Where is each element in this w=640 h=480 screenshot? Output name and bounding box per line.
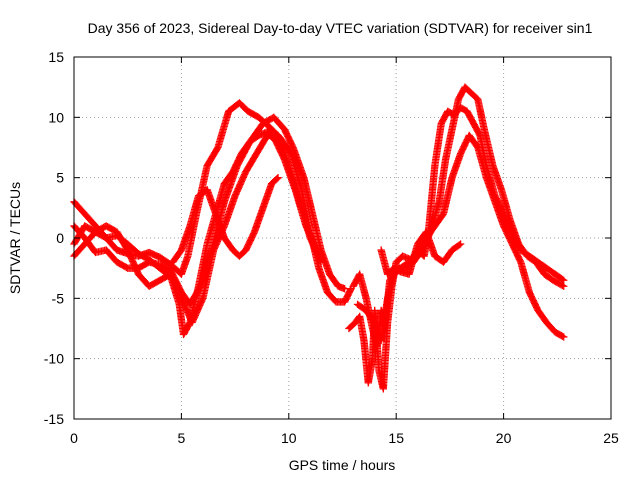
data-point <box>313 246 321 254</box>
x-tick-label: 20 <box>496 430 512 446</box>
data-point <box>558 275 567 284</box>
data-point <box>122 263 131 272</box>
data-point <box>340 285 349 293</box>
x-axis-label: GPS time / hours <box>289 457 396 473</box>
y-axis-label: SDTVAR / TECUs <box>7 182 23 294</box>
y-tick-label: 10 <box>48 109 64 125</box>
tick-labels: 0 5 10 15 20 25 -15 -10 -5 0 5 10 15 <box>44 49 619 446</box>
series-track-4 <box>70 128 321 339</box>
y-tick-label: -10 <box>44 351 64 367</box>
x-tick-label: 15 <box>388 430 404 446</box>
y-tick-label: -5 <box>52 290 65 306</box>
data-point <box>558 332 567 340</box>
data-point <box>560 276 568 284</box>
data-point <box>560 333 568 341</box>
series-track-9 <box>377 228 465 278</box>
data-point <box>560 282 568 290</box>
series-track-8 <box>353 131 568 345</box>
data-point <box>317 258 325 266</box>
x-tick-label: 0 <box>70 430 78 446</box>
data-point <box>558 281 567 290</box>
data-point <box>456 240 465 248</box>
data-point <box>213 145 221 153</box>
x-tick-label: 5 <box>178 430 186 446</box>
data-point <box>274 174 282 182</box>
data-point <box>185 320 193 328</box>
series-group <box>70 83 568 393</box>
data-point <box>438 211 447 219</box>
x-tick-label: 25 <box>603 430 619 446</box>
y-tick-label: 0 <box>56 230 64 246</box>
y-tick-label: 15 <box>48 49 64 65</box>
data-point <box>455 241 464 249</box>
x-tick-label: 10 <box>281 430 297 446</box>
chart-title: Day 356 of 2023, Sidereal Day-to-day VTE… <box>88 20 593 36</box>
plot-frame <box>73 56 612 420</box>
data-point <box>475 130 483 138</box>
data-point <box>273 175 281 183</box>
grid-lines <box>74 57 611 419</box>
data-point <box>473 142 481 150</box>
y-tick-label: 5 <box>56 170 64 186</box>
series-track-5 <box>169 174 282 266</box>
y-tick-label: -15 <box>44 411 64 427</box>
data-point <box>395 267 403 275</box>
